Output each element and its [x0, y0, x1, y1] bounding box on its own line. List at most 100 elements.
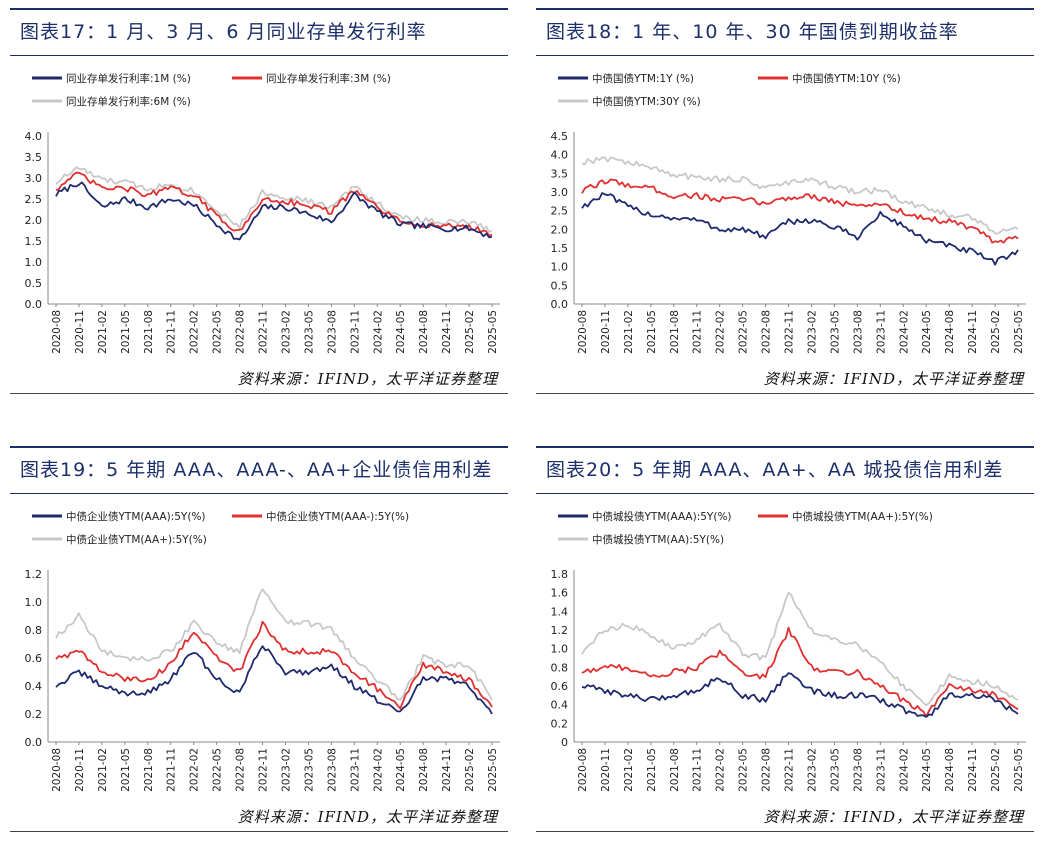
y-tick-label: 0.2 — [551, 717, 569, 730]
x-tick-label: 2021-11 — [692, 748, 704, 792]
series-line — [55, 166, 493, 233]
x-tick-label: 2021-05 — [120, 748, 132, 792]
x-tick-label: 2021-11 — [166, 310, 178, 354]
x-tick-label: 2022-08 — [761, 748, 773, 792]
y-tick-label: 1.0 — [25, 256, 43, 269]
y-tick-label: 0.8 — [551, 661, 569, 674]
x-tick-label: 2024-05 — [921, 310, 933, 354]
x-tick-label: 2022-11 — [258, 748, 270, 792]
x-tick-label: 2021-11 — [166, 748, 178, 792]
y-tick-label: 3.0 — [551, 186, 569, 199]
source-note: 资料来源：IFIND，太平洋证券整理 — [536, 804, 1034, 832]
y-tick-label: 1.8 — [551, 568, 569, 581]
chart-panel-20: 图表20：5 年期 AAA、AA+、AA 城投债信用利差 中债城投债YTM(AA… — [536, 446, 1046, 846]
x-tick-label: 2022-05 — [738, 310, 750, 354]
x-tick-label: 2021-08 — [143, 748, 155, 792]
legend-label: 同业存单发行利率:1M (%) — [66, 72, 191, 85]
y-tick-label: 0.6 — [25, 652, 43, 665]
y-tick-label: 1.0 — [551, 643, 569, 656]
y-tick-label: 1.0 — [25, 596, 43, 609]
x-tick-label: 2025-02 — [990, 748, 1002, 792]
x-tick-label: 2022-02 — [715, 310, 727, 354]
y-tick-label: 3.5 — [25, 151, 43, 164]
x-tick-label: 2020-11 — [74, 748, 86, 792]
series-line — [581, 178, 1019, 244]
chart-title: 图表17：1 月、3 月、6 月同业存单发行利率 — [10, 8, 508, 56]
x-tick-label: 2021-05 — [120, 310, 132, 354]
y-tick-label: 2.5 — [25, 193, 43, 206]
legend-label: 同业存单发行利率:3M (%) — [266, 72, 391, 85]
legend-label: 中债企业债YTM(AAA):5Y(%) — [66, 510, 206, 523]
y-tick-label: 3.0 — [25, 172, 43, 185]
x-tick-label: 2023-02 — [806, 748, 818, 792]
x-tick-label: 2021-02 — [623, 748, 635, 792]
x-tick-label: 2023-11 — [349, 748, 361, 792]
legend-label: 中债城投债YTM(AAA):5Y(%) — [592, 510, 732, 523]
x-tick-label: 2023-02 — [280, 748, 292, 792]
x-tick-label: 2023-11 — [875, 748, 887, 792]
x-tick-label: 2022-02 — [715, 748, 727, 792]
x-tick-label: 2024-05 — [921, 748, 933, 792]
x-tick-label: 2021-08 — [143, 310, 155, 354]
x-tick-label: 2023-05 — [303, 748, 315, 792]
legend-label: 中债国债YTM:1Y (%) — [592, 72, 694, 85]
x-tick-label: 2025-02 — [990, 310, 1002, 354]
chart-panel-19: 图表19：5 年期 AAA、AAA-、AA+企业债信用利差 中债企业债YTM(A… — [10, 446, 520, 846]
x-tick-label: 2023-08 — [326, 310, 338, 354]
y-tick-label: 1.0 — [551, 261, 569, 274]
series-line — [581, 626, 1019, 718]
y-tick-label: 0.6 — [551, 680, 569, 693]
x-tick-label: 2020-08 — [51, 310, 63, 354]
x-tick-label: 2022-02 — [189, 748, 201, 792]
legend-label: 中债城投债YTM(AA+):5Y(%) — [792, 510, 933, 523]
x-tick-label: 2024-08 — [944, 310, 956, 354]
x-tick-label: 2025-05 — [487, 748, 499, 792]
y-tick-label: 1.6 — [551, 587, 569, 600]
y-tick-label: 1.2 — [551, 624, 569, 637]
x-tick-label: 2024-05 — [395, 748, 407, 792]
x-tick-label: 2024-11 — [441, 748, 453, 792]
y-tick-label: 1.2 — [25, 568, 43, 581]
x-tick-label: 2024-11 — [967, 310, 979, 354]
x-tick-label: 2024-08 — [418, 310, 430, 354]
y-tick-label: 0.4 — [551, 699, 569, 712]
y-tick-label: 0.4 — [25, 680, 43, 693]
y-tick-label: 1.4 — [551, 605, 569, 618]
y-tick-label: 2.0 — [25, 214, 43, 227]
x-tick-label: 2024-08 — [944, 748, 956, 792]
x-tick-label: 2024-08 — [418, 748, 430, 792]
x-tick-label: 2024-02 — [898, 748, 910, 792]
series-line — [55, 645, 493, 715]
x-tick-label: 2020-11 — [600, 310, 612, 354]
x-tick-label: 2023-05 — [303, 310, 315, 354]
x-tick-label: 2020-08 — [51, 748, 63, 792]
x-tick-label: 2025-02 — [464, 748, 476, 792]
y-tick-label: 4.0 — [25, 130, 43, 143]
x-tick-label: 2025-05 — [487, 310, 499, 354]
line-chart: 中债国债YTM:1Y (%) 中债国债YTM:10Y (%) 中债国债YTM:30Y… — [551, 72, 1026, 354]
y-tick-label: 1.5 — [25, 235, 43, 248]
legend-label: 中债国债YTM:10Y (%) — [792, 72, 901, 85]
x-tick-label: 2025-02 — [464, 310, 476, 354]
y-tick-label: 2.5 — [551, 205, 569, 218]
x-tick-label: 2023-05 — [829, 748, 841, 792]
x-tick-label: 2022-11 — [784, 748, 796, 792]
series-line — [55, 588, 493, 701]
legend-label: 中债企业债YTM(AAA-):5Y(%) — [266, 510, 409, 523]
x-tick-label: 2021-02 — [97, 310, 109, 354]
source-note: 资料来源：IFIND，太平洋证券整理 — [10, 366, 508, 394]
x-tick-label: 2020-11 — [600, 748, 612, 792]
source-note: 资料来源：IFIND，太平洋证券整理 — [10, 804, 508, 832]
x-tick-label: 2022-11 — [258, 310, 270, 354]
chart-panel-18: 图表18：1 年、10 年、30 年国债到期收益率 中债国债YTM:1Y (%)… — [536, 8, 1046, 408]
legend-label: 中债国债YTM:30Y (%) — [592, 95, 701, 108]
y-tick-label: 4.5 — [551, 130, 569, 143]
series-line — [581, 591, 1019, 707]
x-tick-label: 2024-02 — [898, 310, 910, 354]
series-line — [581, 156, 1019, 235]
x-tick-label: 2021-08 — [669, 748, 681, 792]
x-tick-label: 2022-08 — [761, 310, 773, 354]
y-tick-label: 0.5 — [25, 277, 43, 290]
x-tick-label: 2020-08 — [577, 748, 589, 792]
y-tick-label: 0.2 — [25, 708, 43, 721]
